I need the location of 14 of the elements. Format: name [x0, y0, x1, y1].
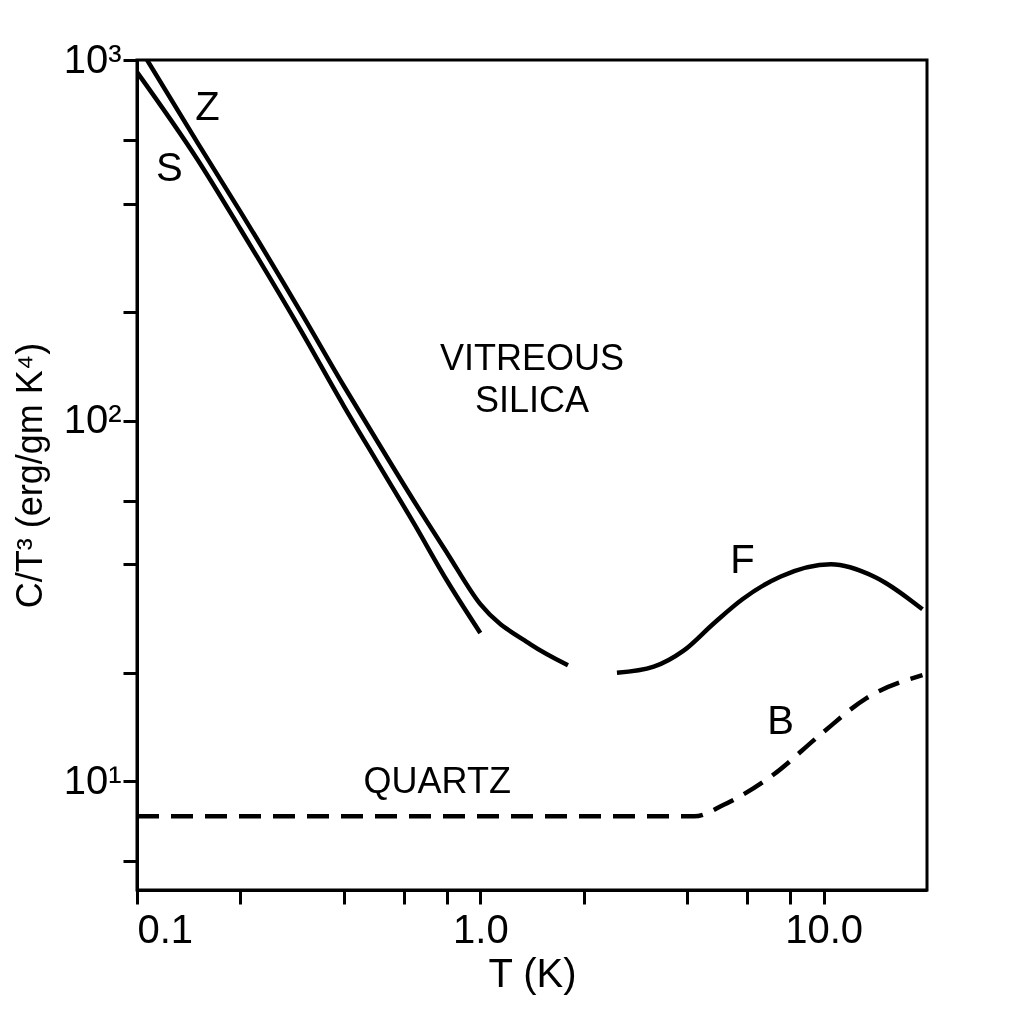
x-axis-title: T (K): [488, 950, 577, 995]
series-label: F: [730, 537, 755, 582]
x-tick-label: 0.1: [137, 906, 194, 951]
y-tick-label: 10²: [63, 397, 122, 442]
annotation: VITREOUS SILICA: [439, 336, 625, 420]
y-tick-label: 10³: [63, 36, 122, 81]
x-tick-label: 10.0: [785, 906, 864, 951]
x-tick-label: 1.0: [453, 906, 509, 951]
series-label: S: [156, 145, 183, 190]
y-tick-label: 10¹: [63, 757, 122, 802]
series-label: B: [767, 698, 794, 743]
series-label: Z: [195, 83, 220, 128]
annotation: QUARTZ: [363, 760, 511, 802]
y-axis-title: C/T³ (erg/gm K⁴): [8, 342, 50, 609]
